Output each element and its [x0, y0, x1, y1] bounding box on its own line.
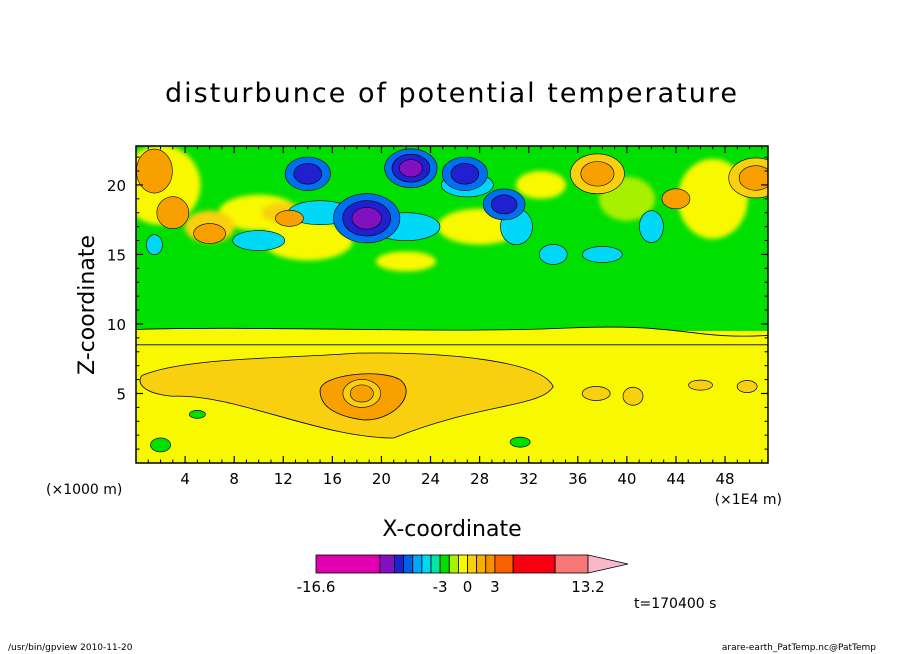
warm-patch: [156, 196, 190, 230]
warm-patch: [136, 148, 173, 194]
cold-anomaly: [482, 188, 526, 221]
cool-region: [582, 246, 623, 263]
y-tick-label: 15: [107, 246, 126, 264]
warm-anomaly: [570, 153, 625, 195]
x-tick-label: 8: [229, 470, 239, 488]
contour-field: [136, 146, 768, 463]
x-tick-label: 32: [519, 470, 538, 488]
warm-anomaly: [342, 379, 382, 408]
small-patch: [509, 436, 531, 448]
colorbar-segment: [457, 554, 468, 574]
colorbar-segment: [315, 554, 381, 574]
small-patch: [688, 379, 713, 391]
x-unit-label: (×1E4 m): [715, 492, 782, 508]
y-tick-label: 10: [107, 316, 126, 334]
colorbar-segment: [403, 554, 414, 574]
colorbar-segment: [554, 554, 589, 574]
colorbar-label: -3: [433, 578, 448, 596]
footer-right: arare-earth_PatTemp.nc@PatTemp: [722, 643, 876, 653]
y-tick-label: 5: [116, 385, 126, 403]
colorbar-label: 0: [463, 578, 473, 596]
colorbar-segment: [379, 554, 395, 574]
cold-anomaly: [384, 148, 438, 188]
y-axis: 5 10 15 20: [107, 156, 768, 450]
x-tick-label: 12: [274, 470, 293, 488]
colorbar-arrow: [587, 554, 629, 574]
cool-region: [538, 244, 568, 265]
colorbar-segment: [448, 554, 459, 574]
cool-region: [146, 234, 163, 256]
cold-anomaly: [333, 193, 401, 244]
chart-title: disturbunce of potential temperature: [165, 78, 739, 109]
colorbar-segment: [476, 554, 487, 574]
colorbar: [315, 554, 629, 574]
colorbar-segment: [430, 554, 441, 574]
colorbar-segment: [421, 554, 432, 574]
cool-region: [232, 230, 286, 251]
cold-anomaly: [284, 156, 331, 191]
x-axis-label: X-coordinate: [382, 517, 521, 542]
cool-region: [639, 210, 664, 243]
small-patch: [622, 386, 644, 406]
colorbar-segment: [494, 554, 514, 574]
x-tick-label: 24: [421, 470, 440, 488]
x-tick-label: 16: [323, 470, 342, 488]
contour-zero: [136, 326, 768, 346]
cold-anomaly: [441, 156, 488, 191]
colorbar-segment: [467, 554, 478, 574]
y-axis-label: Z-coordinate: [75, 235, 100, 375]
x-tick-label: 48: [716, 470, 735, 488]
x-tick-label: 44: [666, 470, 685, 488]
colorbar-label: -16.6: [297, 578, 336, 596]
colorbar-segment: [394, 554, 405, 574]
x-tick-label: 40: [617, 470, 636, 488]
colorbar-segment: [412, 554, 423, 574]
colorbar-label: 13.2: [571, 578, 604, 596]
colorbar-labels: -16.6 -3 0 3 13.2: [297, 578, 605, 596]
timestamp: t=170400 s: [634, 596, 716, 612]
colorbar-segment: [512, 554, 556, 574]
x-tick-label: 4: [180, 470, 190, 488]
colorbar-segment: [439, 554, 450, 574]
y-tick-label: 20: [107, 177, 126, 195]
small-patch: [150, 437, 171, 453]
plot-frame: [135, 145, 769, 464]
colorbar-segment: [485, 554, 496, 574]
x-tick-label: 28: [470, 470, 489, 488]
colorbar-label: 3: [490, 578, 500, 596]
footer-left: /usr/bin/gpview 2010-11-20: [8, 643, 133, 653]
y-unit-label: (×1000 m): [46, 482, 122, 498]
x-tick-label: 36: [568, 470, 587, 488]
x-tick-label: 20: [372, 470, 391, 488]
warm-anomaly: [728, 157, 768, 199]
x-axis: 4 8 12 16 20 24 28 32 36 40 44 48: [147, 146, 763, 488]
warm-patch: [275, 209, 304, 227]
small-patch: [736, 380, 758, 393]
warm-patch: [193, 223, 226, 244]
warm-patch: [661, 188, 691, 210]
small-patch: [581, 386, 611, 401]
small-patch: [189, 409, 206, 419]
